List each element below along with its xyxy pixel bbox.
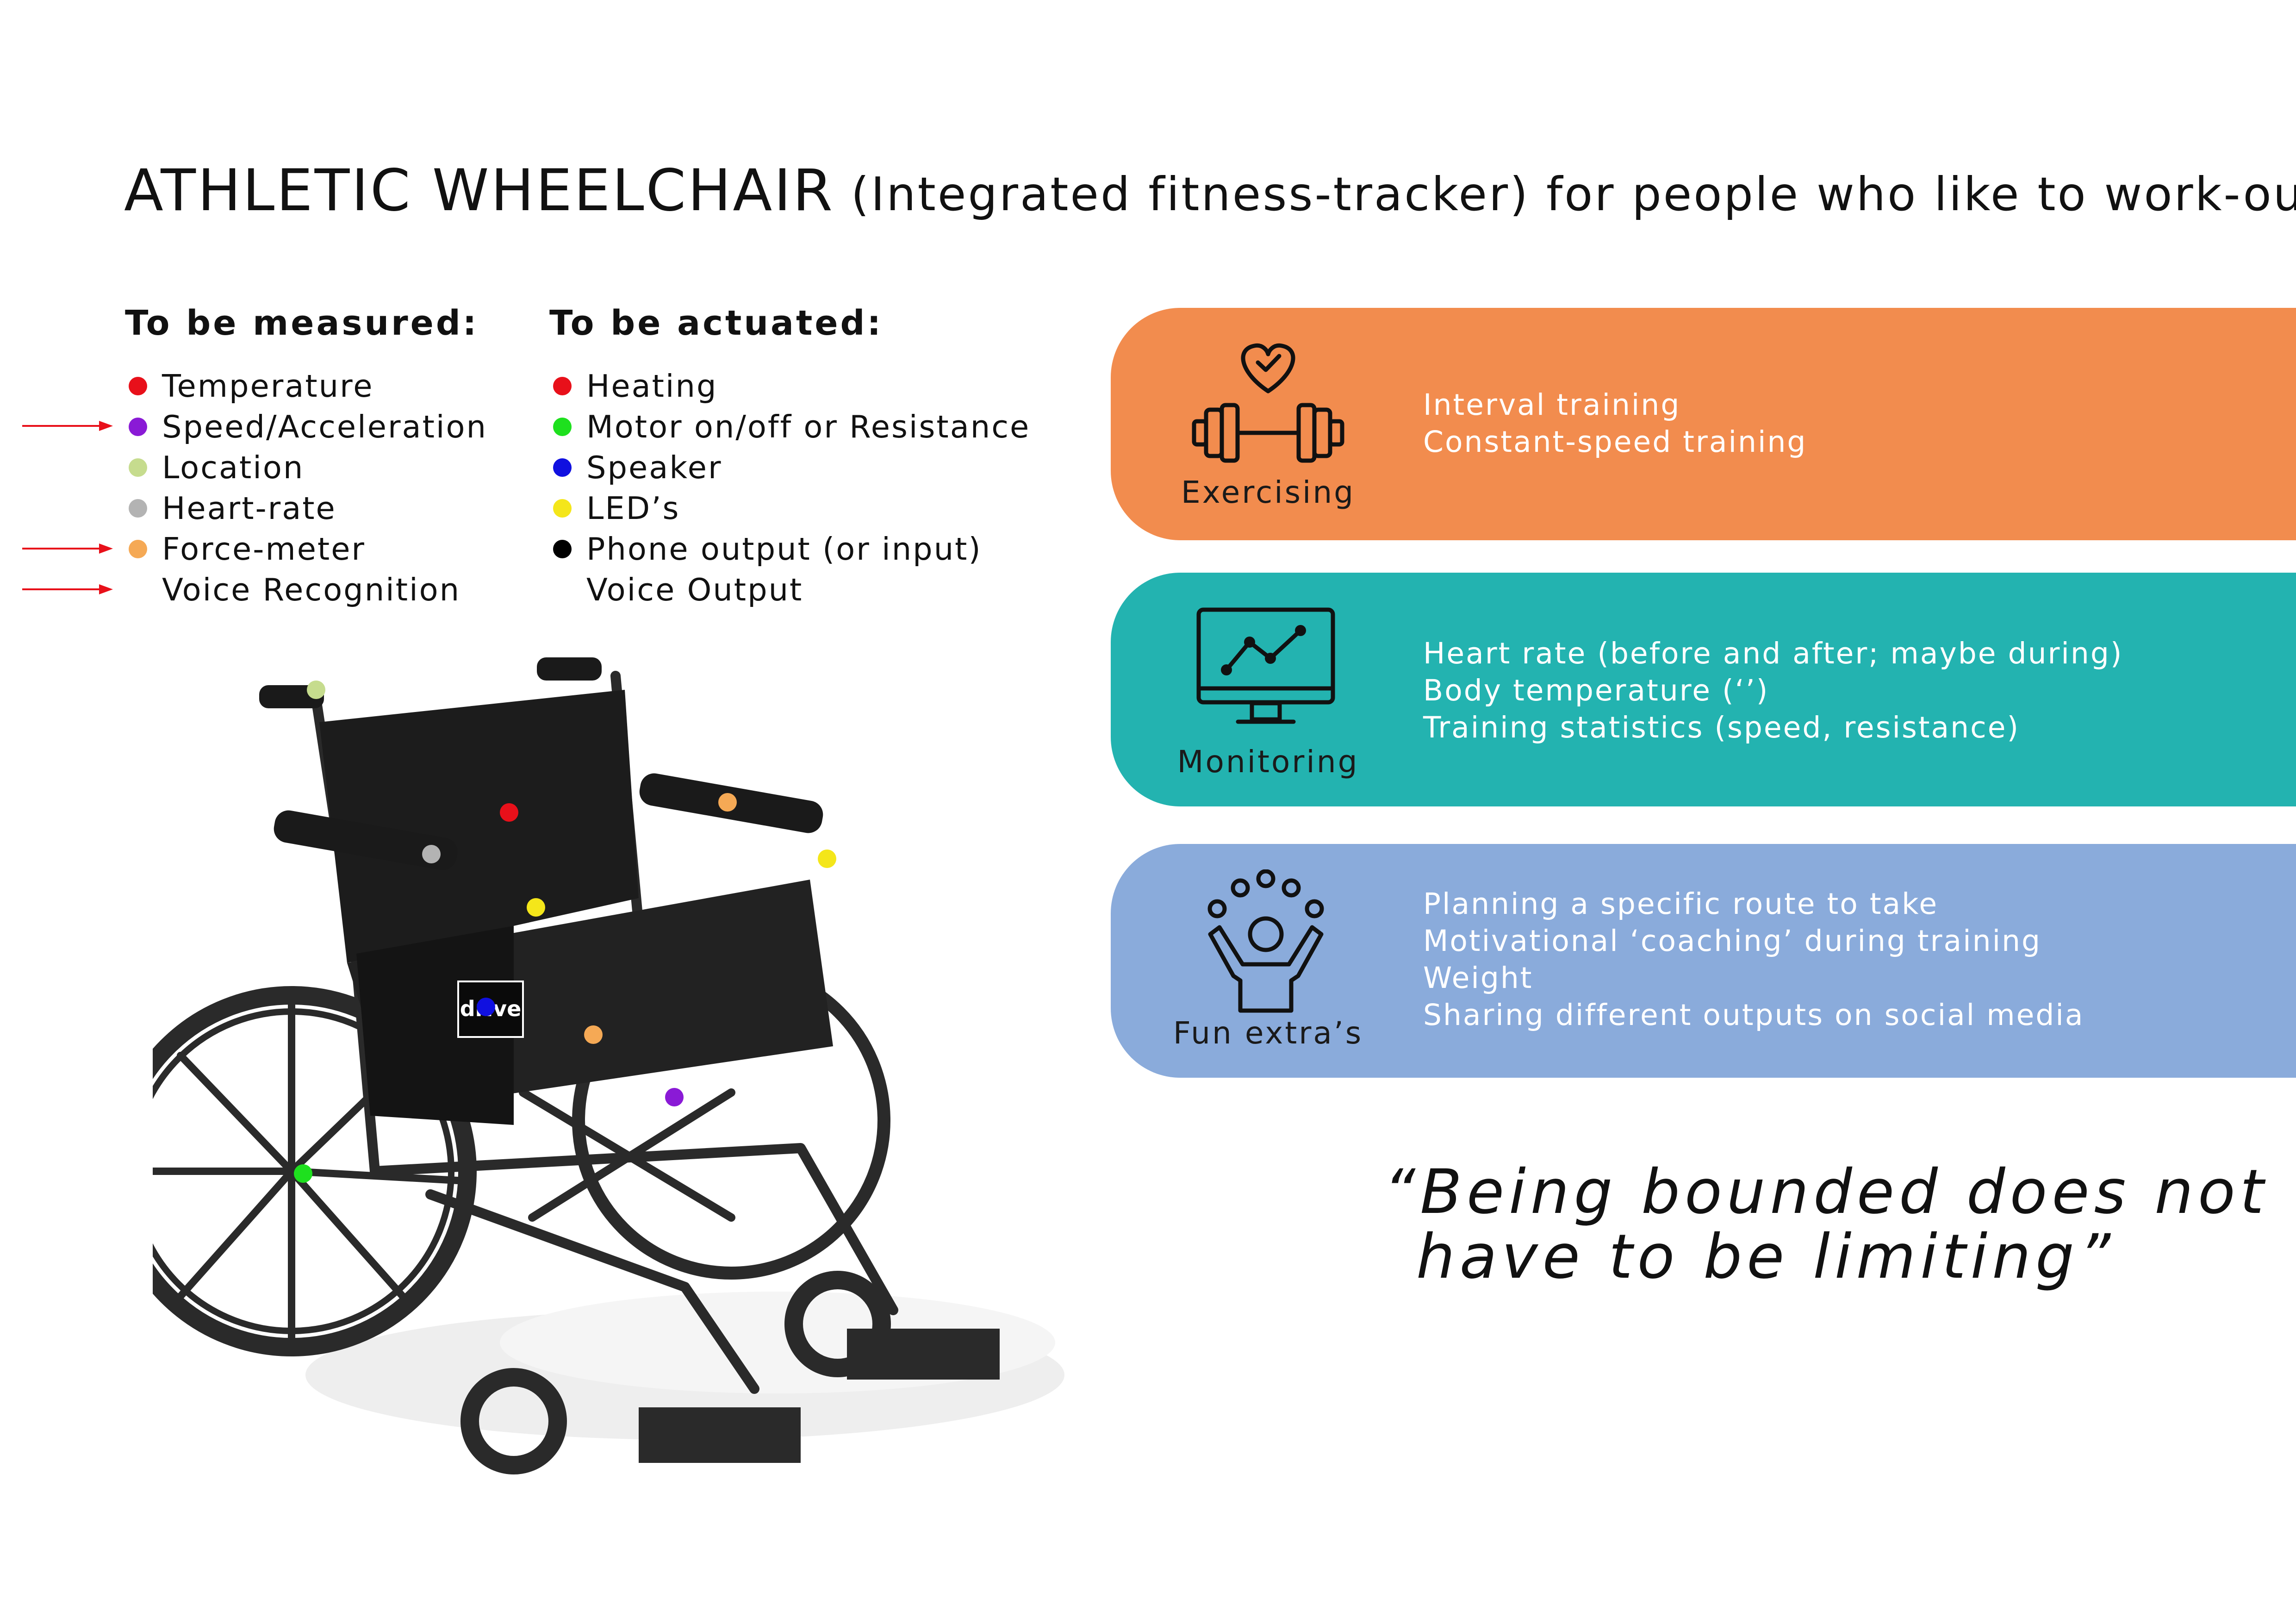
motor-dot xyxy=(553,418,572,436)
actuated-list: Heating Motor on/off or Resistance Speak… xyxy=(553,366,1099,616)
wheelchair-illustration: drive xyxy=(106,639,1078,1528)
speaker-dot xyxy=(553,458,572,477)
monitor-chart-icon xyxy=(1196,607,1335,724)
arrow-icon xyxy=(22,543,113,554)
force-meter-dot xyxy=(129,540,147,558)
led-dot xyxy=(553,499,572,518)
card-exercising: Exercising Interval training Constant-sp… xyxy=(1111,308,2296,540)
wheelchair-photo: drive xyxy=(106,657,1064,1474)
led-sensor-dot-right xyxy=(818,849,836,868)
juggling-person-icon xyxy=(1207,869,1324,1013)
card-label-fun-extras: Fun extra’s xyxy=(1173,1015,1363,1051)
card-lines-fun-extras: Planning a specific route to take Motiva… xyxy=(1423,887,2084,1032)
led-sensor-dot-left xyxy=(527,898,545,917)
actuated-heading: To be actuated: xyxy=(549,303,884,343)
arrow-icon xyxy=(22,421,113,431)
speaker-sensor-dot xyxy=(477,998,495,1016)
title-subtitle: (Integrated fitness-tracker) for people … xyxy=(834,167,2296,221)
heating-dot xyxy=(553,377,572,395)
card-fun-extras: Fun extra’s Planning a specific route to… xyxy=(1111,844,2296,1078)
quote: “Being bounded does not have to be limit… xyxy=(1384,1160,2269,1289)
card-label-monitoring: Monitoring xyxy=(1177,744,1359,780)
page-title: ATHLETIC WHEELCHAIR (Integrated fitness-… xyxy=(124,157,2296,224)
arrow-icon xyxy=(22,584,113,594)
heart-rate-dot xyxy=(129,499,147,518)
temperature-dot xyxy=(129,377,147,395)
measured-heading: To be measured: xyxy=(125,303,479,343)
location-dot xyxy=(129,458,147,477)
location-sensor-dot xyxy=(307,681,325,699)
card-lines-exercising: Interval training Constant-speed trainin… xyxy=(1423,388,1807,459)
dumbbell-heart-icon xyxy=(1192,343,1344,463)
quote-line-2: have to be limiting” xyxy=(1416,1221,2116,1293)
force-sensor-dot xyxy=(718,793,737,812)
speed-sensor-dot xyxy=(665,1088,684,1106)
speed-dot xyxy=(129,418,147,436)
seat-force-sensor-dot xyxy=(584,1025,603,1044)
card-lines-monitoring: Heart rate (before and after; maybe duri… xyxy=(1423,637,2123,744)
card-monitoring: Monitoring Heart rate (before and after;… xyxy=(1111,573,2296,806)
measured-list: Temperature Speed/Acceleration Location … xyxy=(129,366,545,616)
motor-sensor-dot xyxy=(294,1164,312,1183)
phone-dot xyxy=(553,540,572,558)
quote-line-1: “Being bounded does not xyxy=(1384,1156,2269,1228)
heating-sensor-dot xyxy=(500,803,518,822)
title-main: ATHLETIC WHEELCHAIR xyxy=(124,157,834,224)
heart-rate-sensor-dot xyxy=(422,845,441,863)
card-label-exercising: Exercising xyxy=(1181,475,1356,510)
